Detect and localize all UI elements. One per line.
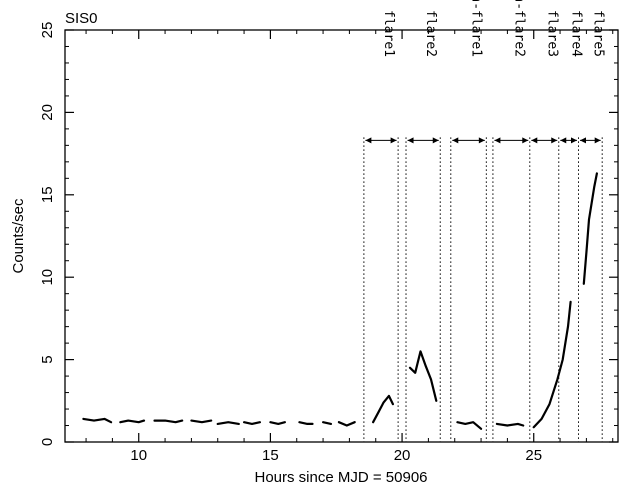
interval-arrowhead-left <box>580 137 586 144</box>
interval-arrowhead-right <box>478 137 485 144</box>
interval-arrowhead-left <box>365 137 372 144</box>
x-axis-label: Hours since MJD = 50906 <box>255 469 428 486</box>
plot-frame <box>64 29 619 443</box>
interval-arrowhead-left <box>452 137 459 144</box>
light-curve-segment <box>322 421 333 425</box>
light-curve-segment <box>190 419 213 424</box>
light-curve-segment <box>582 172 599 285</box>
interval-arrowhead-right <box>571 137 577 144</box>
interval-arrowhead-left <box>494 137 501 144</box>
light-curve-segment <box>153 419 184 424</box>
light-curve-series <box>82 172 599 430</box>
interval-label: flare3 <box>544 10 559 57</box>
light-curve-segment <box>82 417 113 424</box>
y-tick-label: 25 <box>39 22 56 39</box>
light-curve-segment <box>119 419 146 424</box>
light-curve-segment <box>408 350 438 402</box>
light-curve-segment <box>243 421 261 425</box>
interval-arrowhead-right <box>551 137 558 144</box>
y-tick-label: 10 <box>39 269 56 286</box>
interval-arrowhead-right <box>594 137 601 144</box>
interval-arrowhead-left <box>531 137 538 144</box>
light-curve-segment <box>372 394 394 424</box>
light-curve-segment <box>532 300 572 429</box>
light-curve-segment <box>456 421 483 430</box>
y-axis-ticks: 0 5 10 15 20 25 <box>39 22 618 446</box>
light-curve-segment <box>216 421 240 425</box>
y-tick-label: 15 <box>39 186 56 203</box>
interval-label: flare5 <box>590 10 605 57</box>
x-axis-ticks: 10 15 20 25 <box>85 30 614 464</box>
interval-arrowhead-right <box>432 137 439 144</box>
light-curve-segment <box>298 421 314 425</box>
x-tick-label: 20 <box>394 447 411 464</box>
interval-label: flare4 <box>569 10 584 57</box>
interval-arrowhead-left <box>407 137 414 144</box>
interval-markers: flare1 flare2 non-flare1 non-flare2 flare3 fl… <box>363 0 605 442</box>
y-tick-label: 5 <box>39 355 56 363</box>
chart-title: SIS0 <box>65 10 98 27</box>
light-curve-segment <box>337 421 356 427</box>
interval-arrowhead-right <box>390 137 397 144</box>
light-curve-segment <box>495 422 525 427</box>
x-tick-label: 15 <box>262 447 279 464</box>
interval-label: non-flare2 <box>511 0 526 57</box>
y-tick-label: 20 <box>39 104 56 121</box>
interval-label: flare2 <box>423 10 438 57</box>
light-curve-segment <box>269 421 286 425</box>
x-tick-label: 25 <box>525 447 542 464</box>
interval-arrowhead-right <box>522 137 529 144</box>
interval-label: non-flare1 <box>469 0 484 57</box>
y-axis-label: Counts/sec <box>10 198 27 274</box>
x-tick-label: 10 <box>130 447 147 464</box>
y-tick-label: 0 <box>39 438 56 446</box>
interval-arrowhead-left <box>560 137 567 144</box>
interval-label: flare1 <box>381 10 396 57</box>
